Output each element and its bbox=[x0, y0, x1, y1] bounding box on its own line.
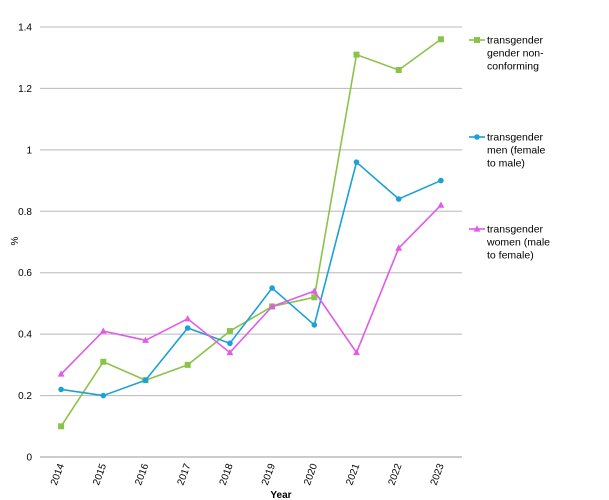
data-point bbox=[57, 370, 65, 377]
y-tick-label: 0.8 bbox=[18, 207, 32, 218]
x-tick-label: 2017 bbox=[176, 462, 194, 487]
data-point bbox=[184, 361, 191, 368]
data-point bbox=[227, 340, 233, 347]
y-tick-label: 0.6 bbox=[18, 268, 32, 279]
y-tick-label: 0.2 bbox=[18, 391, 32, 402]
data-point bbox=[353, 159, 360, 165]
legend-label: transgender women (male to female) bbox=[486, 224, 550, 262]
gridlines bbox=[40, 26, 462, 458]
data-point bbox=[99, 327, 107, 334]
data-point bbox=[100, 358, 107, 365]
data-point bbox=[268, 302, 276, 310]
data-point bbox=[395, 67, 402, 73]
data-point bbox=[395, 244, 403, 251]
x-tick-label: 2014 bbox=[49, 462, 67, 487]
data-point bbox=[226, 348, 234, 356]
legend-marker bbox=[474, 134, 480, 140]
x-axis-ticks: 2014 2015 2016 2017 2018 2019 2020 2021 2022 2023 bbox=[49, 462, 447, 487]
y-tick-label: 1 bbox=[26, 145, 32, 156]
legend-marker bbox=[473, 225, 481, 232]
data-point bbox=[395, 196, 402, 202]
data-point bbox=[142, 377, 149, 384]
data-point bbox=[142, 336, 149, 343]
series-3 bbox=[57, 201, 445, 377]
series-line bbox=[60, 38, 442, 427]
y-axis-ticks: 0 0.2 0.4 0.6 0.8 1 1.2 1.4 bbox=[18, 23, 32, 464]
legend-label: transgender men (female to male) bbox=[487, 132, 546, 170]
legend-item-1: transgender gender non-conforming bbox=[469, 35, 544, 73]
series-line bbox=[60, 204, 442, 375]
data-point bbox=[184, 325, 191, 331]
legend-marker bbox=[474, 37, 480, 43]
x-tick-label: 2021 bbox=[344, 462, 362, 487]
data-point bbox=[58, 423, 65, 430]
legend-item-3: transgender women (male to female) bbox=[469, 224, 550, 262]
data-point bbox=[310, 287, 318, 294]
data-point bbox=[184, 315, 192, 322]
data-point bbox=[353, 51, 360, 58]
data-point bbox=[311, 322, 318, 328]
data-point bbox=[58, 386, 64, 393]
data-point bbox=[438, 177, 444, 184]
x-tick-label: 2022 bbox=[387, 462, 405, 487]
y-tick-label: 1.2 bbox=[18, 84, 32, 95]
y-tick-label: 1.4 bbox=[18, 23, 32, 34]
series-layer bbox=[57, 36, 445, 430]
data-point bbox=[437, 201, 445, 208]
legend: transgender gender non-conforming transgen… bbox=[469, 35, 550, 262]
data-point bbox=[269, 285, 275, 291]
y-axis-label: % bbox=[10, 236, 21, 245]
data-point bbox=[353, 348, 360, 356]
legend-item-2: transgender men (female to male) bbox=[469, 132, 546, 170]
x-tick-label: 2019 bbox=[260, 462, 278, 487]
x-tick-label: 2015 bbox=[91, 462, 109, 487]
data-point bbox=[226, 328, 233, 335]
y-tick-label: 0 bbox=[26, 453, 32, 464]
data-point bbox=[311, 294, 318, 301]
x-tick-label: 2020 bbox=[302, 462, 320, 487]
data-point bbox=[100, 392, 107, 399]
series-line bbox=[60, 160, 442, 397]
x-tick-label: 2018 bbox=[218, 462, 236, 487]
legend-label: transgender gender non-conforming bbox=[487, 35, 544, 73]
x-axis-label: Year bbox=[270, 490, 291, 500]
y-tick-label: 0.4 bbox=[18, 330, 32, 341]
series-1 bbox=[58, 36, 444, 430]
x-tick-label: 2023 bbox=[429, 462, 447, 487]
series-2 bbox=[58, 159, 444, 399]
data-point bbox=[437, 36, 444, 43]
x-tick-label: 2016 bbox=[133, 462, 151, 487]
